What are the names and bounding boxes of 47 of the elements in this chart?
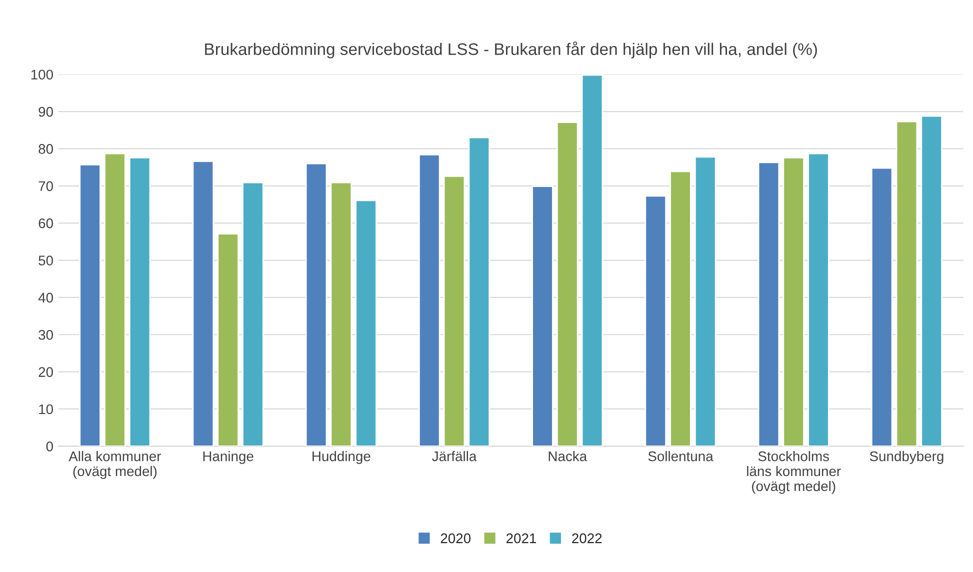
x-tick-label: Huddinge	[312, 451, 370, 464]
bar	[782, 156, 804, 446]
bar	[128, 156, 151, 446]
legend-label: 2020	[440, 533, 471, 544]
bar	[920, 115, 942, 446]
bar	[305, 162, 328, 446]
bar	[896, 120, 918, 446]
x-tick-label: Järfälla	[432, 451, 477, 462]
x-tick-label: Sollentuna	[648, 451, 714, 462]
y-tick-label: 90	[38, 106, 53, 117]
bar	[192, 160, 214, 446]
x-tick-label: Stockholms läns kommuner (ovägt medel)	[747, 451, 841, 494]
x-tick-label: Alla kommuner (ovägt medel)	[68, 451, 162, 479]
legend-label: 2021	[506, 533, 536, 544]
bar	[644, 195, 667, 446]
x-tick-label: Nacka	[548, 451, 588, 462]
bar	[532, 186, 554, 446]
x-tick-label: Haninge	[203, 451, 254, 464]
y-tick-label: 0	[46, 441, 53, 452]
bar	[694, 156, 716, 446]
bar	[443, 176, 466, 446]
chart-title: Brukarbedömning servicebostad LSS - Brukaren får den hjälp hen vill ha, andel (%)	[205, 41, 817, 58]
bar	[418, 154, 440, 446]
bar	[104, 152, 126, 446]
y-tick-label: 50	[38, 256, 53, 266]
bar	[79, 164, 101, 446]
y-tick-label: 80	[38, 144, 53, 154]
bar	[330, 182, 352, 446]
x-tick-label: Sundbyberg	[870, 451, 944, 464]
y-tick-label: 10	[39, 404, 53, 414]
bar	[242, 182, 264, 446]
y-tick-label: 70	[38, 181, 53, 192]
bar	[581, 74, 604, 446]
bar	[670, 170, 692, 446]
bar	[217, 233, 239, 446]
y-tick-label: 20	[38, 367, 53, 377]
bar	[808, 152, 830, 446]
bar	[870, 167, 893, 446]
bar	[468, 136, 490, 446]
bar	[758, 162, 780, 446]
y-tick-label: 40	[38, 292, 53, 303]
bar	[355, 200, 377, 446]
y-tick-label: 60	[38, 218, 53, 228]
y-tick-label: 100	[31, 70, 53, 80]
y-tick-label: 30	[38, 330, 53, 340]
legend-label: 2022	[572, 533, 602, 544]
bar	[556, 122, 578, 446]
